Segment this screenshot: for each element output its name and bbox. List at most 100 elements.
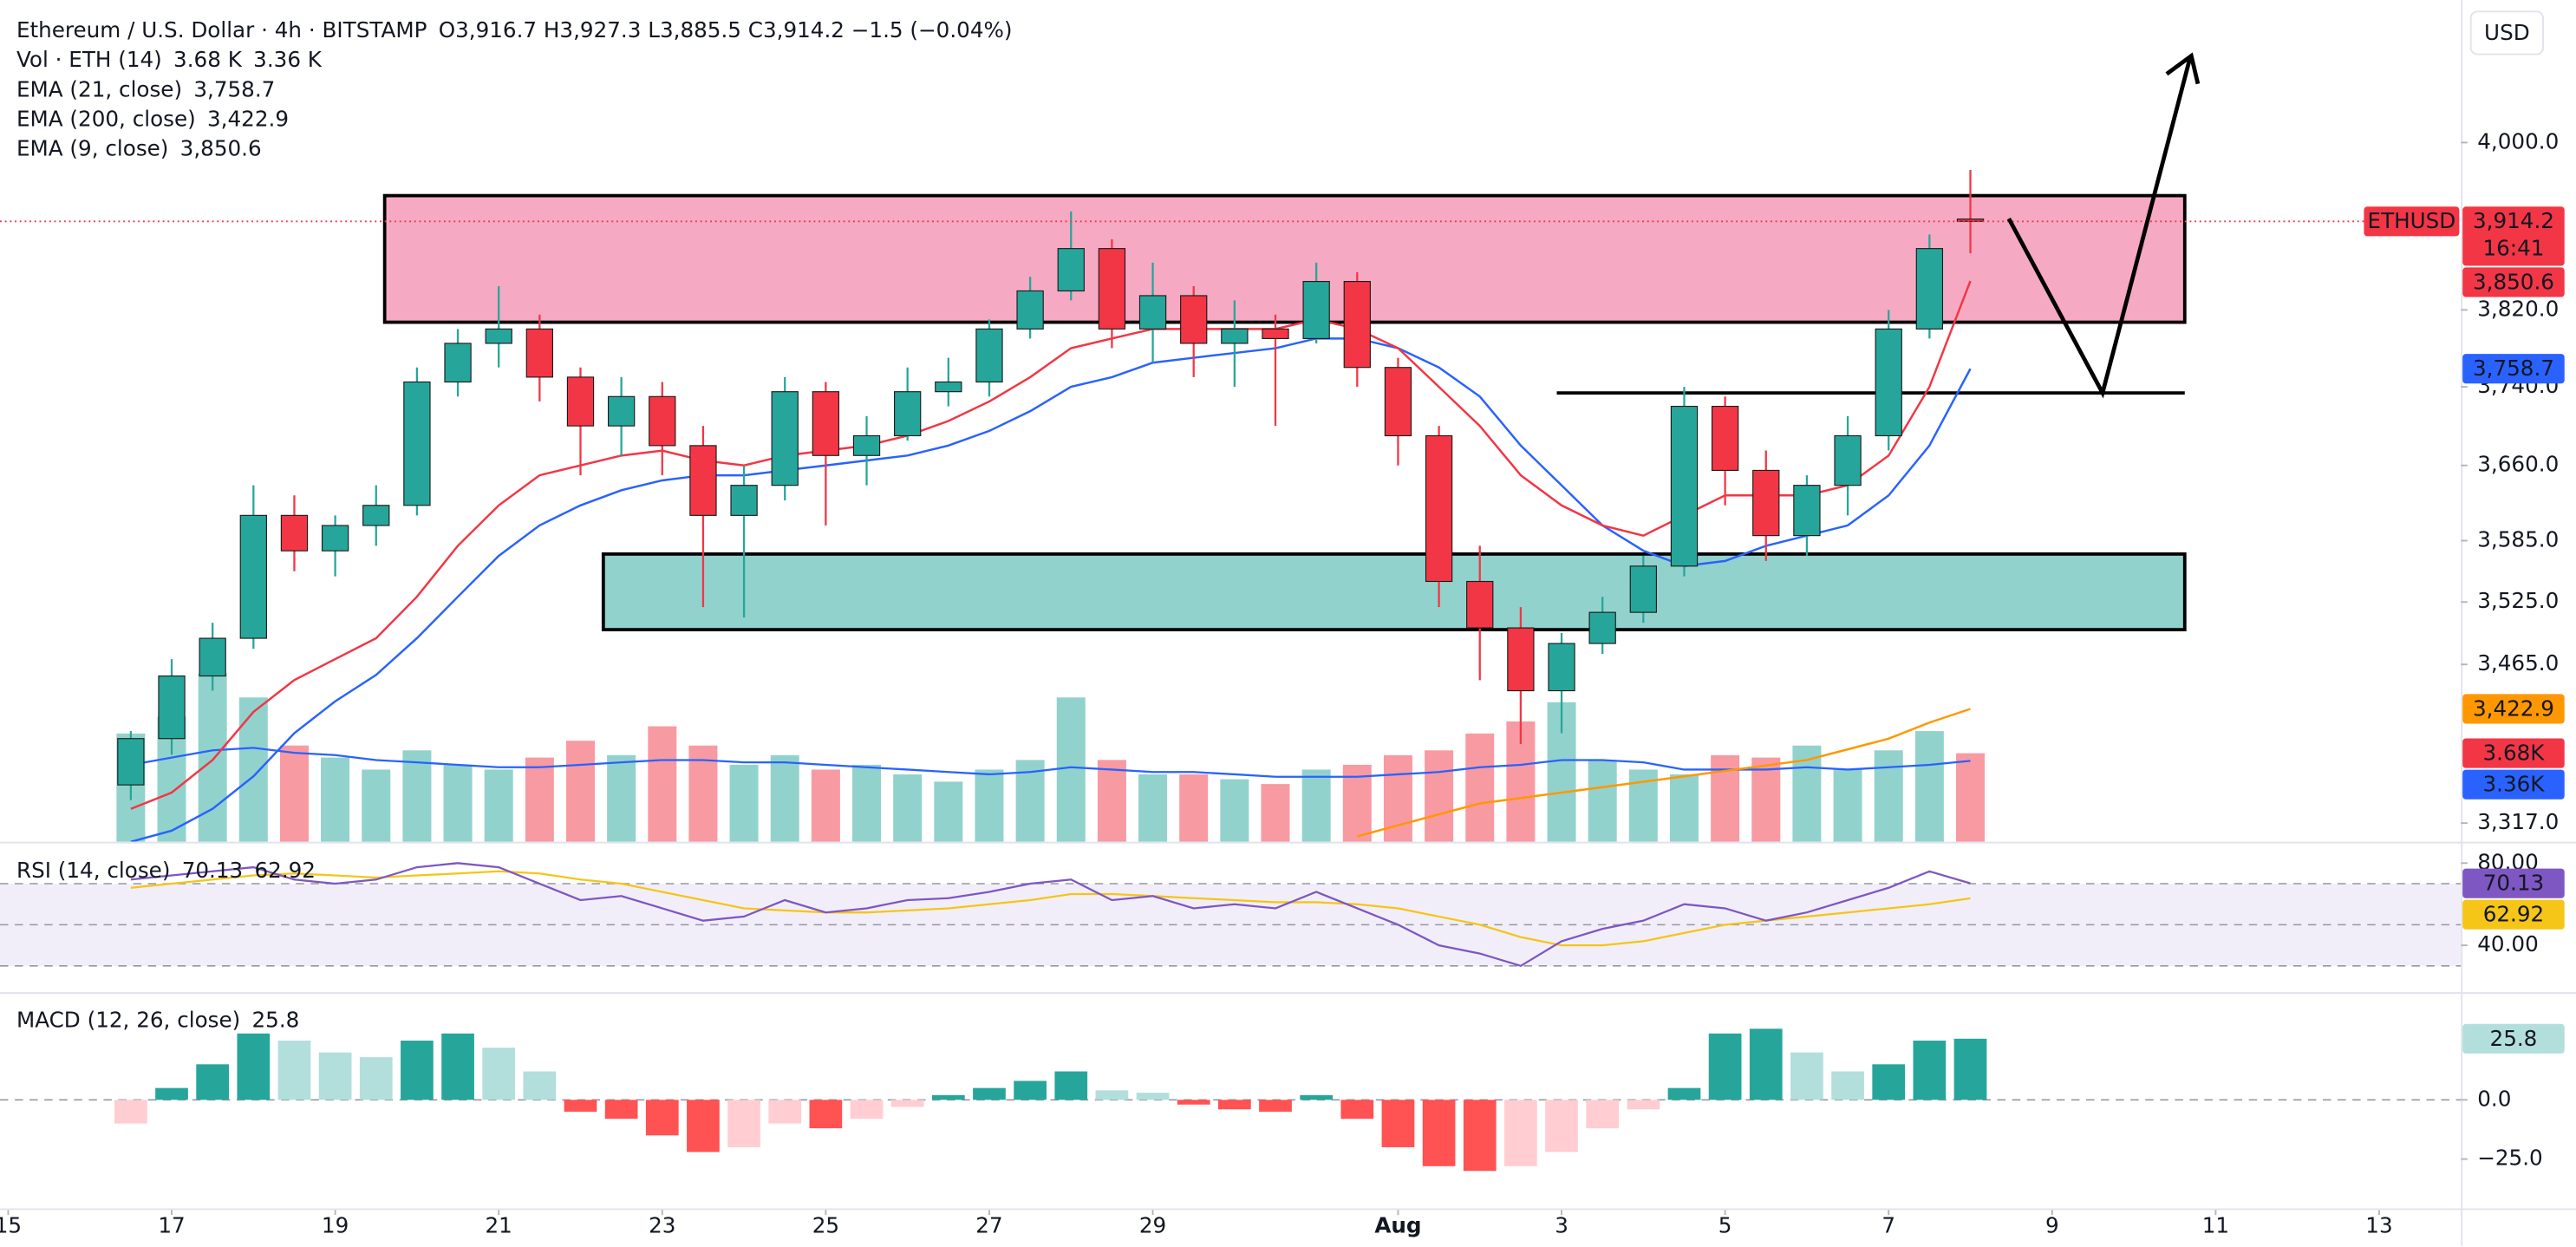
rsi-line bbox=[130, 862, 1971, 968]
volume-ma-tag bbox=[2462, 769, 2565, 800]
macd-bar bbox=[155, 1087, 188, 1100]
candle-body bbox=[485, 328, 512, 344]
ema-tag bbox=[2462, 267, 2565, 297]
macd-bar bbox=[1422, 1100, 1456, 1166]
volume-bar bbox=[1914, 731, 1944, 842]
macd-bar bbox=[237, 1033, 271, 1100]
macd-bar bbox=[1831, 1071, 1864, 1100]
macd-bar bbox=[1627, 1100, 1660, 1110]
x-tick-label: 11 bbox=[2202, 1212, 2229, 1237]
macd-pane bbox=[0, 1028, 2462, 1172]
price-pane bbox=[0, 169, 2462, 842]
macd-bar bbox=[1667, 1087, 1701, 1100]
candle-body bbox=[1425, 434, 1453, 583]
volume-bar bbox=[852, 764, 882, 842]
candle-body bbox=[894, 391, 922, 437]
macd-bar bbox=[1177, 1100, 1210, 1105]
macd-bar bbox=[318, 1052, 352, 1100]
ema-tag bbox=[2462, 694, 2565, 724]
resistance-zone bbox=[382, 193, 2187, 324]
macd-bar bbox=[1014, 1081, 1047, 1100]
macd-bar bbox=[401, 1040, 434, 1100]
candle-body bbox=[1629, 565, 1657, 613]
last-price-tag-label: 3,914.2 bbox=[2473, 208, 2554, 233]
candle-body bbox=[117, 738, 145, 786]
support-zone bbox=[601, 552, 2187, 632]
candle-body bbox=[1956, 219, 1985, 222]
candle-body bbox=[649, 395, 676, 447]
currency-box[interactable] bbox=[2469, 10, 2545, 55]
candle-body bbox=[975, 328, 1003, 383]
volume-bar bbox=[1179, 774, 1209, 842]
ema-tag-label: 3,758.7 bbox=[2473, 356, 2554, 381]
macd-bar bbox=[196, 1064, 230, 1100]
macd-bar bbox=[1136, 1093, 1170, 1100]
candle-body bbox=[1834, 434, 1862, 486]
macd-bar bbox=[645, 1100, 679, 1136]
macd-bar bbox=[441, 1033, 474, 1100]
volume-bar bbox=[607, 754, 636, 842]
volume-ma-line bbox=[130, 747, 1971, 778]
candle-body bbox=[1915, 248, 1944, 330]
macd-bar bbox=[1586, 1100, 1620, 1129]
macd-bar bbox=[359, 1057, 393, 1100]
volume-bar bbox=[198, 673, 227, 842]
x-tick-label: 3 bbox=[1555, 1212, 1568, 1237]
candle-body bbox=[403, 381, 431, 506]
y-tick-label: 3,317.0 bbox=[2477, 809, 2559, 834]
candle-body bbox=[1752, 469, 1780, 537]
currency[interactable]: USD bbox=[2484, 20, 2530, 45]
legend-value: 3,758.7 bbox=[193, 76, 275, 101]
macd-bar bbox=[1790, 1052, 1823, 1100]
x-tick-label: 23 bbox=[649, 1212, 675, 1237]
countdown: 16:41 bbox=[2482, 235, 2544, 260]
volume-tag-label: 3.68K bbox=[2482, 741, 2545, 766]
macd-bar bbox=[687, 1100, 720, 1152]
x-tick-label: 29 bbox=[1139, 1212, 1166, 1237]
volume-bar bbox=[1220, 779, 1249, 842]
legend-value: 3.68 K bbox=[173, 47, 243, 72]
macd-bar bbox=[1504, 1100, 1537, 1166]
macd-bar bbox=[1054, 1071, 1088, 1100]
macd-bar bbox=[564, 1100, 597, 1112]
x-tick-label: Aug bbox=[1374, 1212, 1421, 1237]
volume-bar bbox=[279, 745, 309, 842]
volume-bar bbox=[1588, 760, 1617, 842]
volume-bar bbox=[811, 769, 840, 842]
y-tick-label: 3,585.0 bbox=[2477, 526, 2559, 552]
ema-line bbox=[130, 337, 1972, 842]
candle-body bbox=[689, 445, 717, 516]
volume-bar bbox=[362, 769, 391, 842]
symbol-tag-label: ETHUSD bbox=[2368, 208, 2456, 233]
y-tick-label: −25.0 bbox=[2477, 1146, 2542, 1171]
candle-body bbox=[771, 391, 799, 486]
volume-bar bbox=[1015, 760, 1045, 842]
y-tick-label: 0.0 bbox=[2477, 1086, 2511, 1111]
candle-body bbox=[1302, 281, 1330, 339]
symbol-tag bbox=[2364, 206, 2460, 237]
volume-bar bbox=[402, 750, 432, 842]
ema-tag-label: 3,850.6 bbox=[2473, 269, 2554, 294]
projection-arrow bbox=[2006, 58, 2192, 399]
legend-name: EMA (200, close) bbox=[16, 106, 196, 131]
y-tick-label: 3,660.0 bbox=[2477, 452, 2559, 477]
candle-body bbox=[607, 395, 636, 427]
rsi-pane bbox=[0, 862, 2462, 968]
x-tick-label: 15 bbox=[0, 1212, 22, 1237]
y-tick-label: 3,525.0 bbox=[2477, 588, 2559, 613]
legend-value: 25.8 bbox=[252, 1007, 300, 1032]
volume-bar bbox=[1138, 774, 1168, 842]
currency-button[interactable]: USD bbox=[2469, 10, 2545, 55]
candle-body bbox=[1016, 290, 1044, 330]
candle-body bbox=[935, 381, 962, 393]
macd-bar bbox=[1749, 1028, 1783, 1100]
macd-bar bbox=[1463, 1100, 1497, 1172]
candle-body bbox=[1588, 611, 1616, 644]
volume-bar bbox=[1056, 697, 1086, 842]
macd-bar bbox=[850, 1100, 884, 1120]
candle-body bbox=[1057, 248, 1085, 292]
macd-bar bbox=[482, 1048, 516, 1100]
legend-name: Vol · ETH (14) bbox=[16, 47, 162, 72]
candle-body bbox=[1262, 328, 1289, 339]
